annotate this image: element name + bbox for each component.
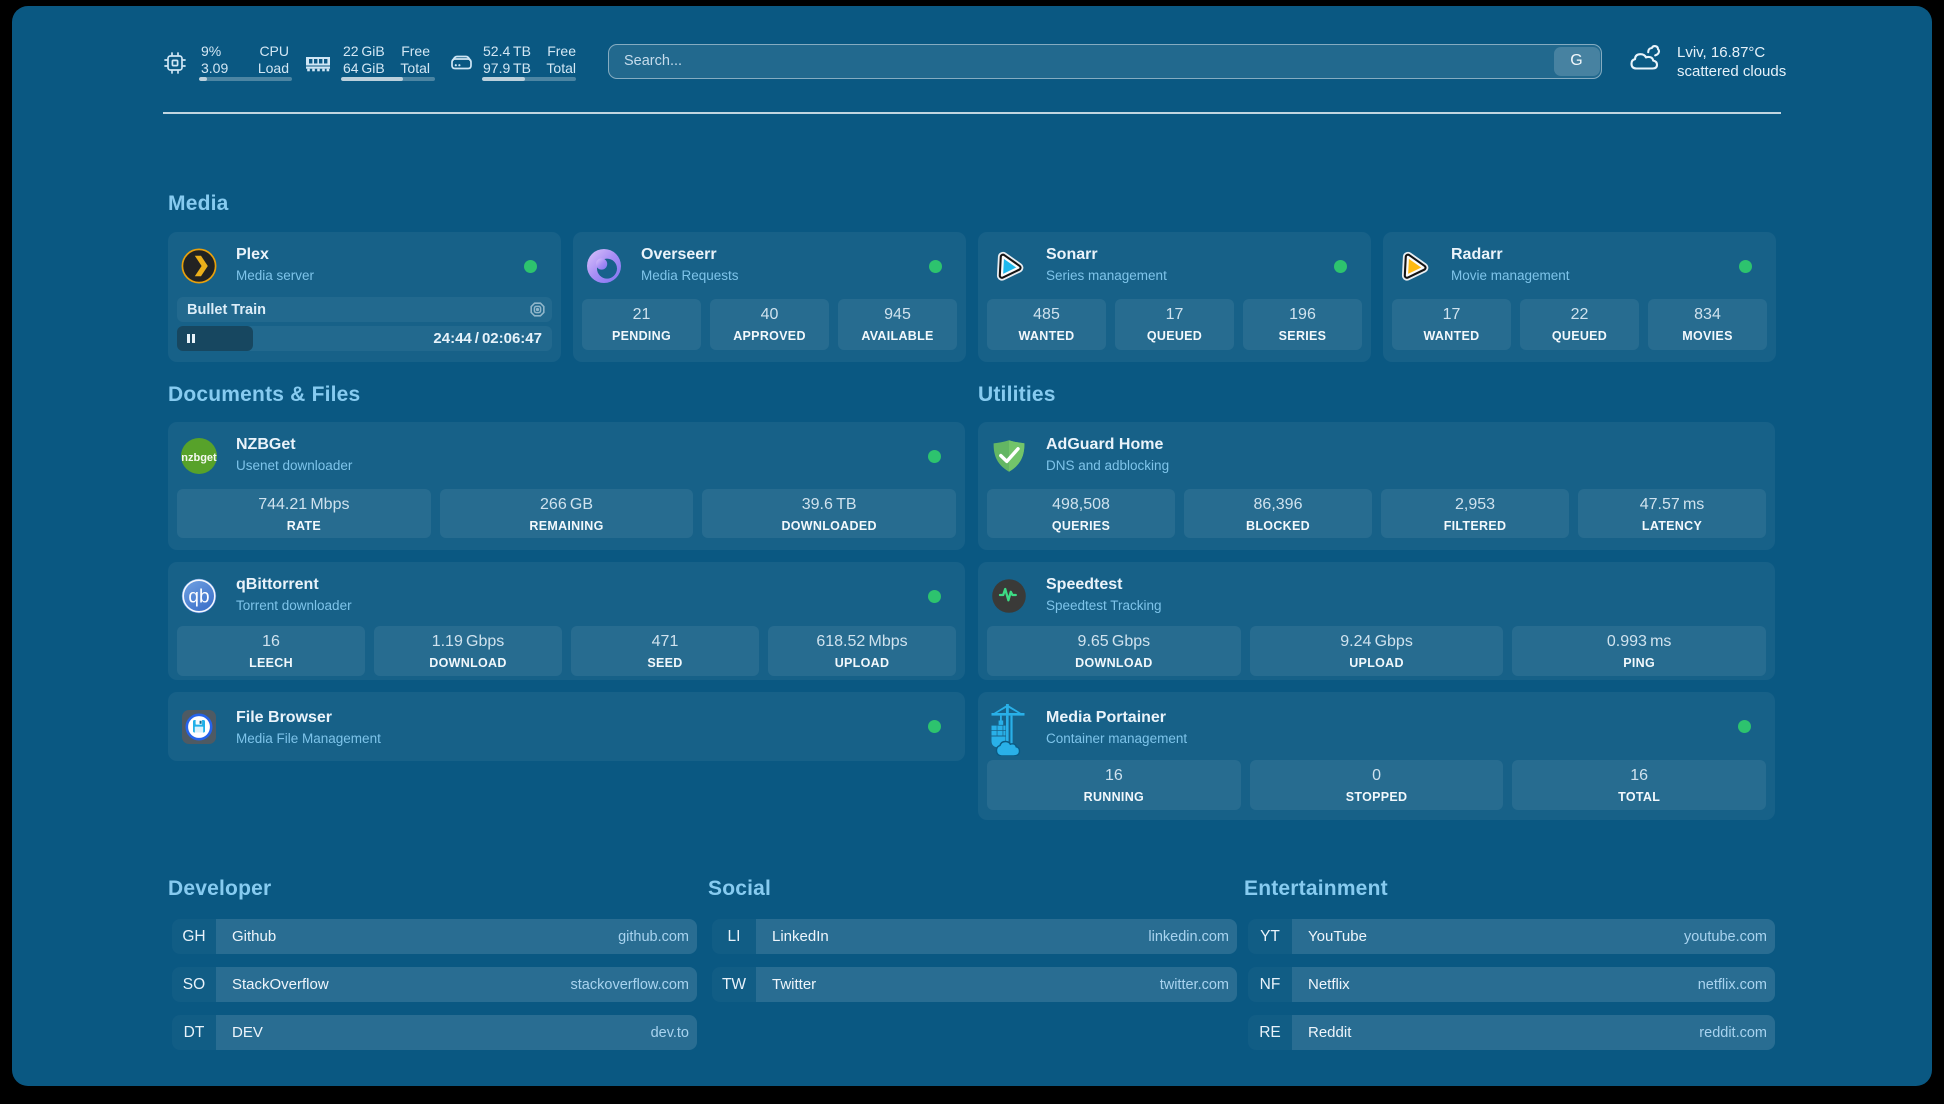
svg-text:nzbget: nzbget [181, 452, 217, 464]
svg-text:qb: qb [188, 587, 209, 608]
